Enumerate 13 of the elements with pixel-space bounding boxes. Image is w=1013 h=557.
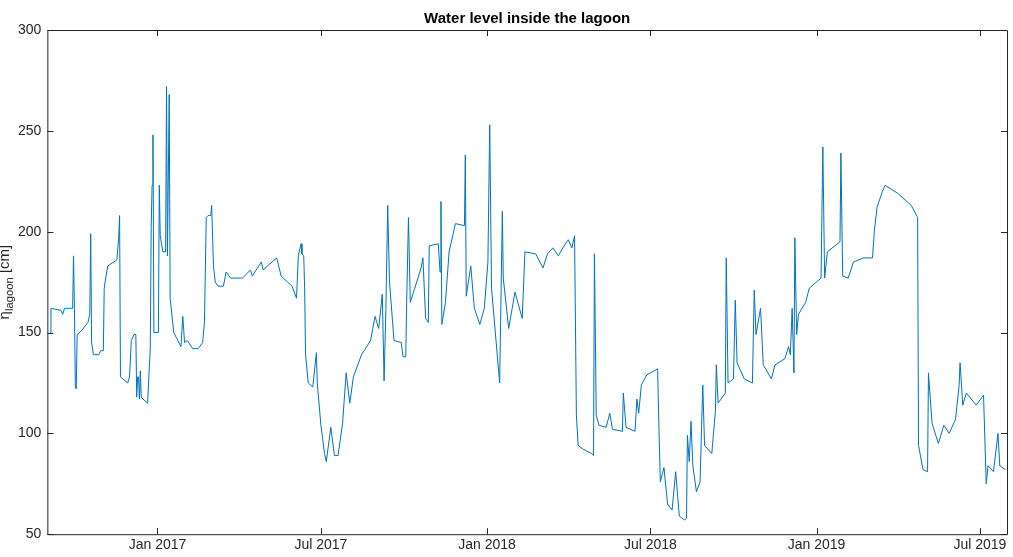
- x-tick-label: Jan 2018: [458, 536, 517, 553]
- x-tick-label: Jan 2019: [787, 536, 846, 553]
- x-tick-label: Jul 2017: [294, 536, 348, 553]
- x-tick-label: Jan 2017: [128, 536, 187, 553]
- y-tick-label: 100: [18, 424, 42, 441]
- x-tick-label: Jul 2018: [623, 536, 678, 553]
- y-tick-label: 150: [18, 323, 42, 340]
- y-tick-label: 200: [18, 222, 42, 239]
- chart-title: Water level inside the lagoon: [424, 8, 631, 26]
- y-tick-label: 300: [18, 20, 42, 37]
- y-tick-label: 50: [25, 525, 42, 542]
- x-tick-label: Jul 2019: [953, 536, 1007, 553]
- y-tick-label: 250: [18, 121, 42, 138]
